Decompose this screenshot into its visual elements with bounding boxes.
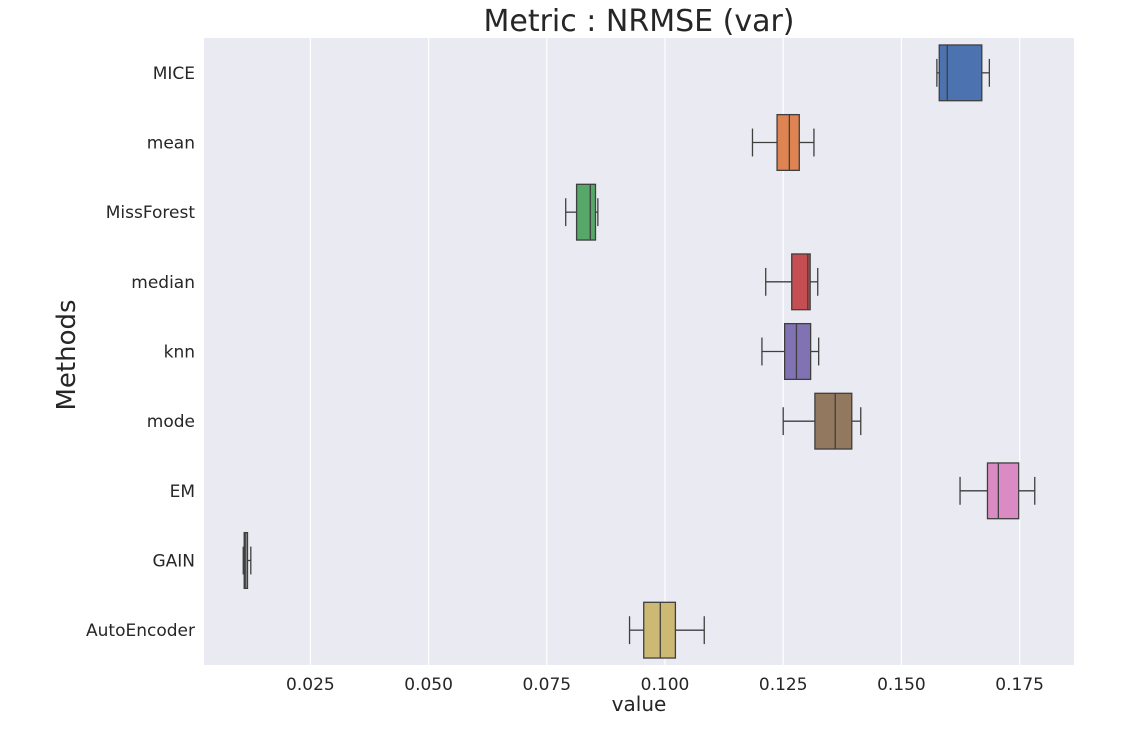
x-tick-labels: 0.025 0.050 0.075 0.100 0.125 0.150 0.175 (286, 675, 1044, 695)
x-tick-label: 0.175 (995, 675, 1044, 695)
iqr-box (938, 44, 983, 102)
iqr-box (791, 253, 811, 311)
box-mice (936, 44, 991, 102)
chart-title: Metric : NRMSE (var) (483, 4, 794, 39)
iqr-box (783, 322, 812, 381)
iqr-box (986, 462, 1020, 520)
boxes (242, 44, 1036, 659)
box-mode (782, 392, 862, 450)
iqr-box (575, 183, 597, 241)
y-tick-label: GAIN (152, 552, 195, 572)
y-tick-label: mode (147, 412, 195, 432)
plot-background (204, 38, 1074, 665)
box-knn (761, 322, 820, 381)
box-gain (242, 531, 252, 590)
x-tick-label: 0.125 (759, 675, 808, 695)
x-tick-label: 0.050 (404, 675, 453, 695)
x-axis-label: value (612, 692, 667, 716)
iqr-box (776, 113, 800, 172)
iqr-box (643, 601, 677, 659)
y-tick-label: AutoEncoder (86, 621, 195, 641)
box-em (959, 462, 1036, 520)
y-tick-label: knn (164, 343, 195, 363)
x-tick-label: 0.100 (641, 675, 690, 695)
box-median (765, 253, 819, 311)
y-tick-label: median (131, 273, 195, 293)
x-tick-label: 0.150 (877, 675, 926, 695)
y-tick-label: MissForest (106, 203, 196, 223)
y-tick-label: mean (147, 134, 195, 154)
box-missforest (565, 183, 599, 241)
y-tick-label: EM (170, 482, 195, 502)
box-autoencoder (628, 601, 705, 659)
y-tick-label: MICE (153, 64, 195, 84)
y-axis-label: Methods (52, 299, 82, 410)
y-tick-labels: MICE mean MissForest median knn mode EM GAIN Aut… (86, 64, 195, 641)
x-tick-label: 0.025 (286, 675, 335, 695)
iqr-box (814, 392, 853, 450)
iqr-box (243, 531, 249, 590)
x-tick-label: 0.075 (522, 675, 571, 695)
box-mean (751, 113, 815, 172)
